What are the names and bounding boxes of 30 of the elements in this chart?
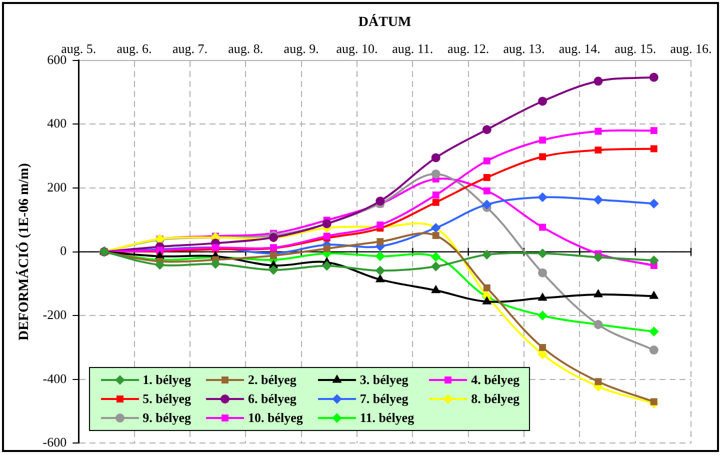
y-tick-label: -200 [42,307,67,322]
legend-label: 10. bélyeg [248,410,303,426]
x-tick-label: aug. 6. [116,41,152,56]
y-tick-label: 200 [47,179,67,194]
legend-label: 9. bélyeg [142,410,192,426]
legend-label: 4. bélyeg [471,372,520,388]
legend-label: 2. bélyeg [248,372,296,388]
legend-label: 6. bélyeg [248,391,296,408]
x-tick-label: aug. 13. [503,41,545,56]
y-tick-label: -600 [42,434,67,450]
legend-label: 11. bélyeg [360,410,414,426]
x-tick-label: aug. 14. [558,41,600,56]
x-tick-label: aug. 9. [284,41,319,56]
legend-label: 7. bélyeg [360,391,408,408]
legend-label: 5. bélyeg [142,391,192,408]
legend-label: 1. bélyeg [142,372,192,388]
x-tick-label: aug. 16. [670,41,712,56]
x-axis-title: DÁTUM [358,13,412,30]
x-tick-label: aug. 15. [614,41,656,56]
y-tick-label: -400 [42,370,67,386]
x-tick-label: aug. 10. [336,41,378,56]
y-tick-label: 400 [47,116,67,131]
x-tick-label: aug. 7. [172,41,208,56]
x-tick-label: aug. 11. [392,41,434,56]
x-tick-label: aug. 8. [228,41,264,56]
y-axis-title: DEFORMÁCIÓ (1E-06 m/m) [15,162,32,340]
legend-label: 8. bélyeg [471,391,520,408]
x-tick-label: aug. 12. [448,41,490,56]
y-tick-label: 0 [60,243,67,258]
legend-label: 3. bélyeg [360,372,408,388]
